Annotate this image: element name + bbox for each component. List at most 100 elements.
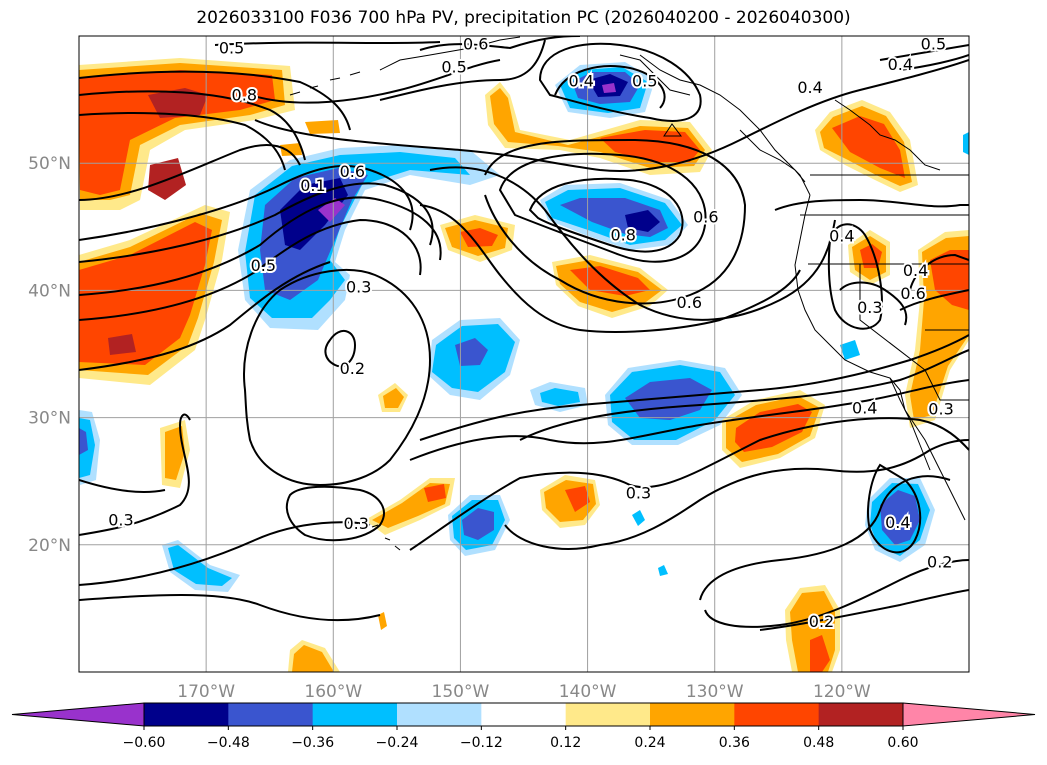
precip-positive-area xyxy=(79,222,212,365)
precip-negative-area xyxy=(455,338,488,366)
precip-negative-area xyxy=(625,210,660,232)
lon-tick-label: 140°W xyxy=(559,682,617,702)
contour-label: 0.3 xyxy=(108,510,133,529)
precip-negative-area xyxy=(462,508,494,540)
precip-positive-area xyxy=(735,404,812,452)
pv-contour-line xyxy=(909,253,969,291)
bc-coastline xyxy=(739,129,806,183)
precip-positive-area xyxy=(378,612,387,630)
contour-label: 0.5 xyxy=(219,38,244,57)
pv-contour-line xyxy=(79,144,301,201)
contour-label: 0.4 xyxy=(888,55,913,74)
contour-label: 0.6 xyxy=(693,208,718,227)
contour-label: 0.6 xyxy=(900,284,925,303)
pv-contour-line xyxy=(243,269,432,487)
canada-border xyxy=(834,99,941,171)
pv-contour-line xyxy=(704,559,969,628)
precip-negative-area xyxy=(658,565,668,576)
pv-contour-line xyxy=(528,177,684,253)
colorbar-segment xyxy=(11,702,145,727)
precip-positive-area xyxy=(930,250,969,310)
colorbar-tick-label: 0.12 xyxy=(550,735,581,751)
pv-contour-line xyxy=(839,281,908,326)
pv-contour-line xyxy=(759,589,969,631)
contour-label: 0.6 xyxy=(677,293,702,312)
contour-label: 0.3 xyxy=(928,400,953,419)
precip-negative-area xyxy=(168,545,232,586)
colorbar-tick-label: −0.36 xyxy=(291,735,334,751)
lon-tick-label: 170°W xyxy=(177,682,235,702)
pv-contour-line xyxy=(249,59,501,104)
pv-contour-line xyxy=(285,485,385,542)
chart-title: 2026033100 F036 700 hPa PV, precipitatio… xyxy=(196,8,851,28)
pv-contour-line xyxy=(409,417,969,551)
pv-contour-line xyxy=(79,413,191,536)
pv-contour-line xyxy=(79,594,381,622)
contour-label: 0.2 xyxy=(809,612,834,631)
hawaii-islands xyxy=(371,524,401,551)
pv-contour-line xyxy=(429,166,836,321)
contour-label: 0.2 xyxy=(927,552,952,571)
pv-contour-line xyxy=(79,164,414,241)
lon-tick-label: 150°W xyxy=(432,682,490,702)
colorbar-segment xyxy=(734,703,820,726)
contour-label: 0.5 xyxy=(632,72,657,91)
colorbar-segment xyxy=(481,703,567,726)
precip-positive-area xyxy=(565,486,590,512)
pv-contours xyxy=(79,36,969,631)
precip-negative-area xyxy=(602,83,616,93)
contour-label: 0.6 xyxy=(340,162,365,181)
pv-contour-line xyxy=(867,463,922,554)
pv-contour-line xyxy=(554,65,666,109)
precip-positive-area xyxy=(305,120,340,134)
lat-tick-label: 20°N xyxy=(28,536,71,556)
alaska-panhandle xyxy=(663,123,682,137)
pv-contour-line xyxy=(519,349,969,441)
colorbar-segment xyxy=(312,703,398,726)
precip-positive-area xyxy=(832,116,905,178)
colorbar-segment xyxy=(902,702,1036,727)
pv-contour-line xyxy=(419,36,581,51)
colorbar-tick-label: −0.24 xyxy=(376,735,419,751)
precip-negative-area xyxy=(963,132,969,155)
pv-contour-line xyxy=(899,289,969,311)
alaska-islands xyxy=(289,71,361,96)
colorbar-segment xyxy=(397,703,482,726)
pv-contour-line xyxy=(419,334,969,441)
contour-label: 0.4 xyxy=(885,513,910,532)
colorbar-segment xyxy=(565,703,651,726)
pv-contour-line xyxy=(538,42,702,122)
precip-negative-area xyxy=(840,340,860,360)
alaska-coastline xyxy=(379,36,521,71)
map-gridlines xyxy=(79,36,969,672)
pv-contour-line xyxy=(79,182,434,263)
lon-tick-label: 120°W xyxy=(813,682,871,702)
colorbar-segment xyxy=(144,703,229,726)
pv-contour-line xyxy=(79,90,306,161)
colorbar-tick-label: 0.48 xyxy=(803,735,834,751)
contour-label: 0.3 xyxy=(626,484,651,503)
colorbar-tick-label: −0.12 xyxy=(460,735,503,751)
precip-positive-area xyxy=(383,388,404,408)
precip-positive-area xyxy=(108,334,136,355)
contour-label: 0.5 xyxy=(921,35,946,54)
pv-contour-line xyxy=(699,475,951,601)
map-frame xyxy=(78,35,970,673)
contour-label: 0.1 xyxy=(300,176,325,195)
precip-positive-area xyxy=(460,228,498,247)
precip-positive-area xyxy=(79,70,275,195)
state-border xyxy=(800,214,969,401)
precip-positive-area xyxy=(424,484,446,502)
coastlines xyxy=(289,36,969,551)
precip-negative-area xyxy=(880,490,920,545)
contour-label: 0.3 xyxy=(346,278,371,297)
colorbar-tick-label: −0.48 xyxy=(207,735,250,751)
pv-contour-line xyxy=(774,198,969,211)
precip-positive-area xyxy=(148,88,208,118)
lat-tick-label: 50°N xyxy=(28,154,71,174)
pv-contour-line xyxy=(79,261,331,371)
contour-label: 0.4 xyxy=(903,261,928,280)
colorbar: −0.60 −0.48 −0.36 −0.24 −0.12 0.12 0.24 0.36 0.4… xyxy=(11,702,1036,751)
precipitation-shading xyxy=(79,58,969,672)
